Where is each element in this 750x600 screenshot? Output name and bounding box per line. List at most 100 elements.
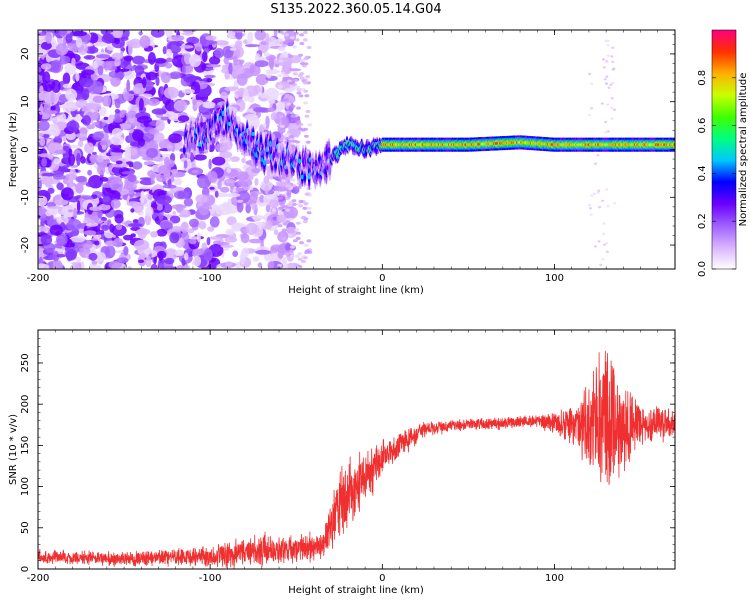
spectrogram-noise-blob (183, 160, 188, 169)
spectrogram-noise-blob (62, 134, 67, 142)
spectrogram-noise-blob (89, 206, 103, 212)
spectrogram-noise-blob (611, 68, 615, 71)
spectrogram-noise-blob (296, 91, 302, 95)
spectrogram-ridge-cell (272, 153, 276, 159)
spectrogram-noise-blob (607, 86, 611, 89)
spectrogram-noise-blob (113, 117, 123, 123)
spectrogram-noise-blob (604, 39, 608, 42)
spectrogram-noise-blob (172, 211, 177, 215)
spectrogram-noise-blob (151, 108, 167, 115)
spectrogram-noise-blob (253, 107, 268, 113)
spectrogram-noise-blob (290, 114, 296, 118)
spectrogram-noise-blob (229, 185, 234, 190)
spectrogram-noise-blob (281, 175, 287, 179)
spectrogram-noise-blob (69, 168, 77, 181)
spectrogram-noise-blob (225, 228, 235, 236)
spectrogram-noise-blob (65, 249, 77, 261)
spectrogram-noise-blob (277, 263, 283, 268)
colorbar-frame (711, 29, 737, 270)
spectrogram-noise-blob (121, 171, 135, 175)
spectrogram-ridge-cell (259, 137, 263, 143)
snr-y-tick-label: 250 (20, 353, 31, 372)
spectrogram-noise-blob (291, 199, 297, 203)
spectrogram-noise-blob (112, 30, 123, 39)
spectrogram-noise-blob (153, 132, 165, 143)
spectrogram-noise-blob (288, 135, 294, 139)
spectrogram-noise-blob (277, 196, 283, 200)
spectrogram-noise-blob (169, 232, 180, 244)
spectrogram-noise-blob (181, 88, 195, 94)
snr-x-tick-label: 0 (379, 573, 385, 584)
spectrogram-noise-blob (294, 254, 300, 258)
spectrogram-noise-blob (145, 71, 158, 81)
spectrogram-noise-blob (277, 85, 283, 89)
spectrogram-noise-blob (123, 246, 129, 256)
spectrogram-noise-blob (55, 43, 69, 56)
spectrogram-ridge-cell (274, 163, 277, 169)
spectrogram-noise-blob (269, 56, 274, 71)
spectrogram-noise-blob (74, 111, 82, 115)
spectrogram-noise-blob (276, 214, 287, 223)
spectrogram-noise-blob (90, 74, 98, 80)
spectrogram-noise-blob (296, 202, 302, 206)
spectrogram-ridge-cell (303, 175, 307, 181)
spectrogram-noise-blob (192, 98, 197, 106)
spectrogram-noise-blob (38, 226, 50, 232)
spectrogram-noise-blob (232, 250, 239, 257)
spectrogram-noise-blob (254, 53, 261, 62)
spectrogram-noise-blob (268, 99, 276, 104)
spectrogram-noise-blob (236, 73, 248, 86)
spectrogram-noise-blob (605, 188, 609, 191)
spectrogram-layer (38, 30, 675, 269)
spectrogram-noise-blob (109, 143, 122, 150)
spectrogram-noise-blob (294, 228, 300, 232)
spectrogram-ridge-cell (222, 130, 226, 135)
spectrogram-noise-blob (249, 185, 254, 191)
spectrogram-noise-blob (590, 82, 594, 85)
spectrogram-noise-blob (286, 192, 292, 196)
spectrogram-noise-blob (239, 252, 246, 265)
spectrogram-noise-blob (285, 220, 291, 224)
spectrogram-noise-blob (145, 255, 152, 268)
spectrogram-noise-blob (110, 135, 124, 146)
spectrogram-noise-blob (147, 98, 160, 106)
spectrogram-noise-blob (208, 158, 212, 170)
spectrogram-noise-blob (298, 122, 304, 126)
spectrogram-noise-blob (270, 112, 277, 121)
spectrogram-noise-blob (251, 202, 258, 211)
spectrogram-noise-blob (299, 58, 305, 63)
spectrogram-noise-blob (108, 260, 122, 269)
spectrogram-noise-blob (211, 156, 226, 166)
spectrogram-noise-blob (292, 45, 297, 49)
spectrogram-noise-blob (216, 192, 229, 198)
spectrogram-ridge-cell (182, 148, 186, 153)
spectrogram-noise-blob (118, 68, 130, 72)
spectrogram-noise-blob (159, 221, 173, 229)
spectrogram-noise-blob (103, 116, 109, 121)
spectrogram-noise-blob (228, 62, 233, 75)
spectrogram-x-tick-label: -100 (199, 273, 222, 284)
spectrogram-noise-blob (293, 78, 299, 82)
spectrogram-noise-blob (306, 45, 312, 50)
spectrogram-noise-blob (166, 190, 176, 195)
spectrogram-noise-blob (115, 160, 123, 165)
spectrogram-noise-blob (83, 230, 97, 236)
spectrogram-noise-blob (285, 185, 291, 189)
spectrogram-noise-blob (81, 261, 85, 269)
spectrogram-noise-blob (298, 199, 304, 204)
spectrogram-noise-blob (111, 164, 127, 168)
spectrogram-noise-blob (145, 206, 154, 217)
spectrogram-noise-blob (84, 142, 95, 154)
spectrogram-noise-blob (610, 117, 614, 120)
snr-y-tick-label: 100 (20, 477, 31, 496)
spectrogram-noise-blob (304, 192, 310, 196)
spectrogram-noise-blob (75, 182, 84, 194)
colorbar-tick-label: 0.2 (697, 213, 708, 229)
spectrogram-noise-blob (279, 92, 285, 96)
spectrogram-noise-blob (111, 224, 127, 236)
spectrogram-noise-blob (44, 242, 56, 253)
spectrogram-noise-blob (92, 122, 99, 126)
spectrogram-noise-blob (304, 114, 310, 118)
